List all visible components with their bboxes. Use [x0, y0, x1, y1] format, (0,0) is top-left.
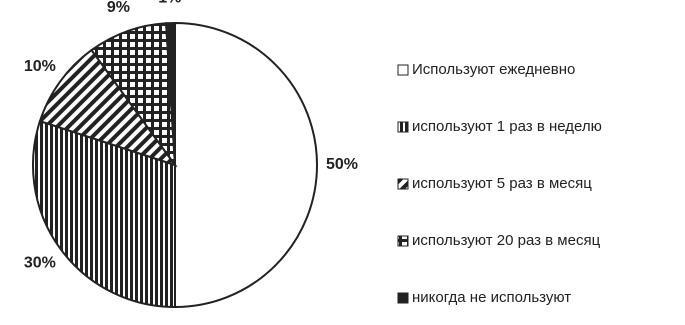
pie-slice — [90, 22, 177, 169]
legend-swatch — [397, 178, 409, 190]
pie-slice — [32, 119, 176, 309]
data-label: 1% — [158, 0, 181, 6]
data-label: 10% — [24, 58, 56, 75]
legend-label: используют 1 раз в неделю — [412, 118, 602, 135]
legend-swatch — [397, 235, 409, 247]
legend-label: Используют ежедневно — [412, 61, 575, 78]
legend-swatch — [397, 121, 409, 133]
legend-label: используют 20 раз в месяц — [412, 232, 601, 249]
data-label: 50% — [326, 156, 358, 173]
legend-label: никогда не используют — [412, 289, 571, 306]
legend-swatch — [397, 292, 409, 304]
legend-swatch — [397, 64, 409, 76]
pie-slice — [38, 48, 178, 167]
legend-label: используют 5 раз в месяц — [412, 175, 592, 192]
data-label: 9% — [107, 0, 130, 16]
pie-slice — [165, 21, 176, 166]
data-label: 30% — [24, 254, 56, 271]
pie-slice — [174, 21, 318, 309]
